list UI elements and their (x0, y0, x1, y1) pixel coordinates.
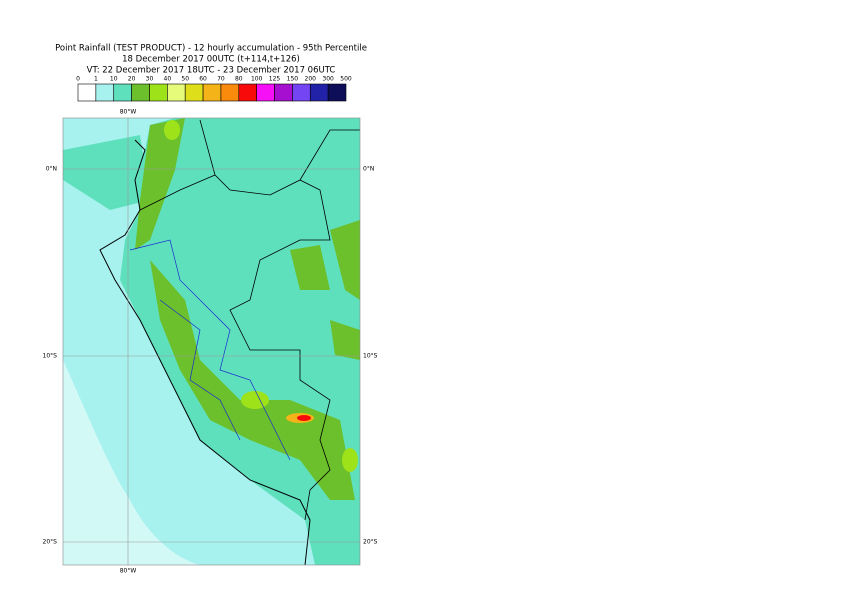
lat-label: 0°N (363, 166, 374, 173)
legend-swatch (113, 83, 132, 102)
lat-label: 10°S (43, 353, 58, 360)
base-time: 18 December 2017 00UTC (t+114,t+126) (122, 55, 300, 65)
legend-label: 1 (94, 76, 98, 83)
legend-swatch (309, 83, 329, 102)
legend-label: 125 (269, 76, 281, 83)
legend-label: 100 (251, 76, 263, 83)
legend-label: 500 (340, 76, 352, 83)
legend: 0 1 10 20 30 40 50 60 70 80 100 125 150 200 300 500 (76, 76, 352, 102)
legend-swatch (184, 83, 204, 102)
legend-swatch (256, 83, 275, 102)
coastline (99, 139, 311, 565)
legend-label: 150 (287, 76, 299, 83)
lat-label: 10°S (363, 353, 378, 360)
legend-swatch (220, 83, 240, 102)
regions (129, 239, 291, 461)
legend-label: 80 (235, 76, 243, 83)
graticule: 80°W 80°W 0°N 0°N 10°S 10°S 20°S 20°S (43, 109, 378, 575)
lon-label: 80°W (120, 568, 137, 575)
map-frame (62, 117, 361, 566)
legend-label: 300 (322, 76, 334, 83)
legend-label: 0 (76, 76, 80, 83)
legend-swatch (238, 83, 257, 102)
dry-zone (63, 360, 200, 565)
map (63, 118, 360, 565)
rain-areas (135, 118, 360, 500)
legend-label: 70 (217, 76, 225, 83)
legend-label: 50 (181, 76, 189, 83)
legend-swatch (95, 83, 115, 102)
legend-swatch (167, 83, 186, 102)
legend-label: 200 (305, 76, 317, 83)
borders (139, 119, 360, 521)
legend-swatch (131, 83, 150, 102)
legend-label: 40 (164, 76, 172, 83)
peak-rain (297, 415, 311, 421)
legend-swatch (327, 83, 347, 102)
lat-label: 0°N (46, 166, 57, 173)
lat-label: 20°S (43, 539, 58, 546)
legend-swatch (274, 83, 293, 102)
legend-label: 20 (128, 76, 136, 83)
legend-label: 10 (110, 76, 118, 83)
valid-time: VT: 22 December 2017 18UTC - 23 December… (87, 66, 336, 76)
legend-swatch (149, 83, 168, 102)
lon-label: 80°W (120, 109, 137, 116)
title: Point Rainfall (TEST PRODUCT) - 12 hourl… (55, 44, 367, 54)
legend-swatch (202, 83, 222, 102)
legend-label: 30 (146, 76, 154, 83)
lat-label: 20°S (363, 539, 378, 546)
legend-swatch (292, 83, 311, 102)
legend-swatch (77, 83, 97, 102)
legend-label: 60 (199, 76, 207, 83)
